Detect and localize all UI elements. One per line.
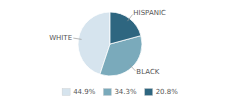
legend-label: 44.9%	[73, 88, 96, 96]
legend-label: 20.8%	[156, 88, 179, 96]
legend-swatch	[145, 89, 153, 96]
legend-label: 34.3%	[114, 88, 137, 96]
legend-item: 44.9%	[62, 88, 96, 96]
legend: 44.9% 34.3% 20.8%	[62, 88, 178, 96]
leader-line	[128, 15, 133, 22]
legend-item: 34.3%	[103, 88, 137, 96]
legend-swatch	[62, 89, 70, 96]
slice-label: BLACK	[136, 68, 159, 76]
slice-label: HISPANIC	[133, 9, 166, 17]
legend-swatch	[103, 89, 111, 96]
slice-label: WHITE	[49, 34, 72, 42]
slice-labels: WHITE BLACK HISPANIC	[49, 9, 166, 75]
chart: WHITE BLACK HISPANIC 44.9% 34.3% 20.8%	[0, 0, 240, 100]
leader-line	[73, 38, 81, 39]
legend-item: 20.8%	[145, 88, 179, 96]
leader-line	[130, 65, 136, 71]
pie	[78, 12, 142, 76]
